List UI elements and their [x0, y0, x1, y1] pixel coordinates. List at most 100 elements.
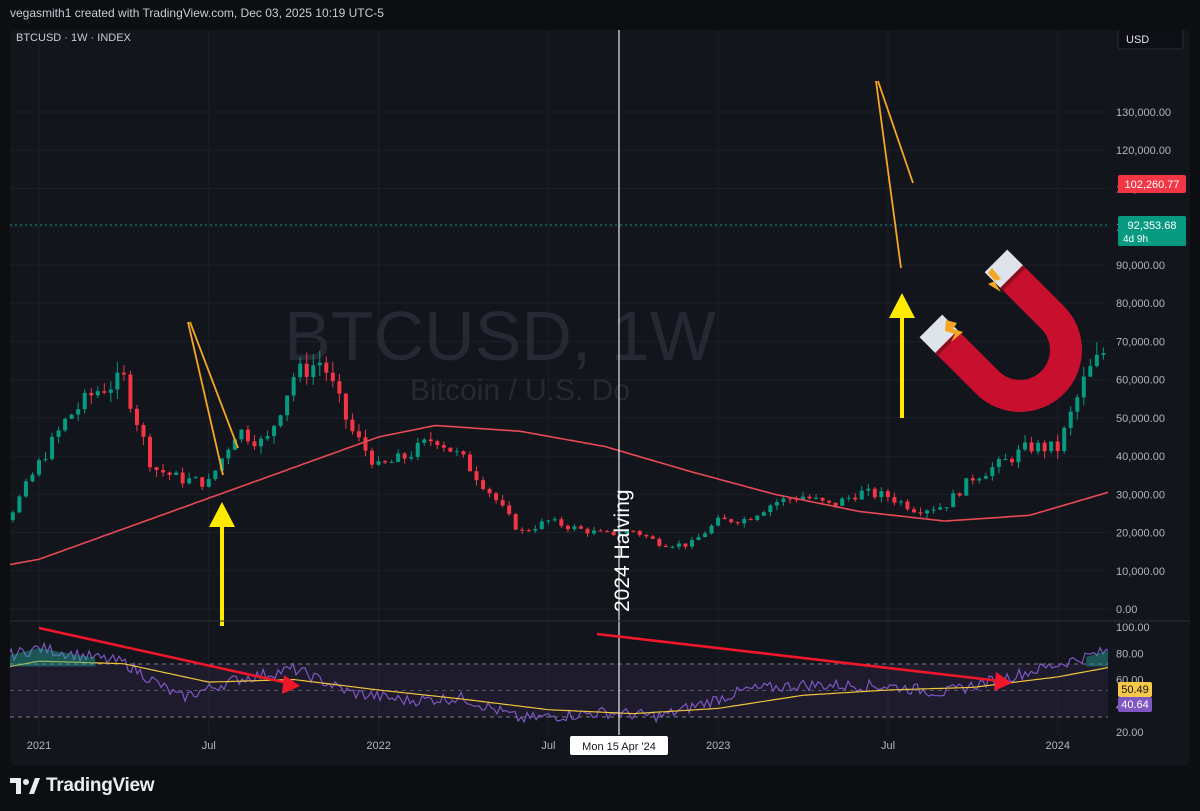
candle-body — [141, 424, 146, 437]
chart-frame[interactable]: BTCUSD, 1W Bitcoin / U.S. Do 2024 Halvin… — [10, 30, 1190, 766]
rsi-trend-arrow-left — [38, 626, 300, 694]
candle-body — [748, 519, 753, 521]
candle-body — [996, 458, 1001, 468]
candle-body — [396, 453, 401, 462]
currency-button[interactable]: USD — [1117, 30, 1184, 50]
candle-body — [108, 389, 113, 393]
rsi-value-label: 40.64 — [1118, 697, 1152, 712]
candle-body — [526, 530, 531, 532]
candle-body — [605, 531, 610, 533]
time-tick-label: 2021 — [27, 740, 51, 752]
candle-body — [174, 472, 179, 475]
candle-body — [441, 445, 446, 448]
time-tick-label: Jul — [881, 740, 895, 752]
price-axis[interactable] — [1108, 30, 1190, 766]
candle-body — [422, 439, 427, 443]
chart-canvas[interactable]: BTCUSD, 1W Bitcoin / U.S. Do 2024 Halvin… — [10, 30, 1190, 766]
candle-body — [931, 509, 936, 511]
candle-body — [428, 439, 433, 442]
candle-body — [768, 505, 773, 513]
lightning-icon — [945, 320, 963, 342]
price-tick-label: 30,000.00 — [1116, 489, 1165, 501]
candle-body — [990, 467, 995, 477]
price-tick-label: 90,000.00 — [1116, 260, 1165, 272]
candle-body — [513, 514, 518, 530]
candle-body — [474, 471, 479, 481]
candle-body — [703, 533, 708, 538]
candle-body — [226, 449, 231, 459]
candle-body — [180, 472, 185, 484]
candle-body — [670, 546, 675, 548]
last-price-label: 92,353.68 4d 9h — [1118, 216, 1186, 246]
candle-body — [36, 460, 41, 475]
candle-body — [951, 493, 956, 508]
candle-body — [337, 381, 342, 394]
candle-body — [1075, 397, 1080, 412]
candle-body — [213, 470, 218, 480]
candle-body — [1081, 376, 1086, 398]
candle-body — [43, 459, 48, 461]
candle-body — [859, 490, 864, 500]
candle-body — [252, 441, 257, 447]
candle-body — [317, 362, 322, 366]
candle-body — [840, 498, 845, 506]
candle-body — [520, 529, 525, 531]
candle-body — [611, 531, 616, 536]
candle-body — [187, 478, 192, 484]
candle-body — [232, 439, 237, 450]
candle-body — [814, 497, 819, 499]
candle-body — [742, 519, 747, 524]
rsi-tick-label: 100.00 — [1116, 622, 1150, 634]
candle-body — [709, 525, 714, 534]
candle-body — [735, 522, 740, 524]
candle-body — [872, 488, 877, 498]
candle-body — [1068, 411, 1073, 428]
candle-body — [794, 499, 799, 501]
svg-text:92,353.68: 92,353.68 — [1128, 220, 1177, 232]
crosshair-date-label: Mon 15 Apr '24 — [570, 736, 668, 755]
candle-body — [755, 515, 760, 520]
candle-body — [343, 393, 348, 420]
candle-body — [102, 391, 107, 393]
candle-body — [977, 478, 982, 481]
svg-text:102,260.77: 102,260.77 — [1124, 179, 1179, 191]
candle-body — [63, 418, 68, 431]
candle-body — [167, 472, 172, 475]
candle-body — [356, 431, 361, 438]
candle-body — [448, 447, 453, 452]
candle-body — [128, 374, 133, 409]
candle-body — [304, 363, 309, 377]
price-tick-label: 130,000.00 — [1116, 107, 1171, 119]
candle-body — [683, 543, 688, 547]
candle-body — [23, 481, 28, 497]
candle-body — [866, 488, 871, 491]
rsi-tick-label: 20.00 — [1116, 727, 1144, 739]
candle-body — [324, 362, 329, 373]
candle-body — [50, 436, 55, 460]
price-tick-label: 40,000.00 — [1116, 451, 1165, 463]
wedge-2025 — [875, 80, 914, 269]
candle-body — [409, 456, 414, 459]
candle-body — [657, 538, 662, 546]
candle-body — [833, 502, 838, 506]
grid — [10, 30, 1108, 735]
candle-body — [1016, 449, 1021, 463]
candle-body — [801, 496, 805, 501]
candle-body — [415, 442, 420, 457]
candle-body — [259, 438, 264, 447]
candle-body — [592, 530, 597, 534]
candle-body — [846, 497, 851, 499]
candle-body — [298, 363, 303, 378]
candle-body — [1036, 442, 1041, 452]
candle-body — [585, 528, 590, 534]
watermark-symbol: BTCUSD, 1W — [284, 297, 716, 375]
candle-body — [631, 530, 636, 532]
candle-body — [154, 467, 159, 471]
candle-body — [696, 537, 701, 541]
sma-line — [10, 424, 1190, 566]
candle-body — [879, 491, 884, 498]
candle-body — [389, 461, 394, 463]
candle-body — [435, 441, 440, 446]
candle-body — [500, 500, 505, 506]
candle-body — [363, 437, 368, 451]
